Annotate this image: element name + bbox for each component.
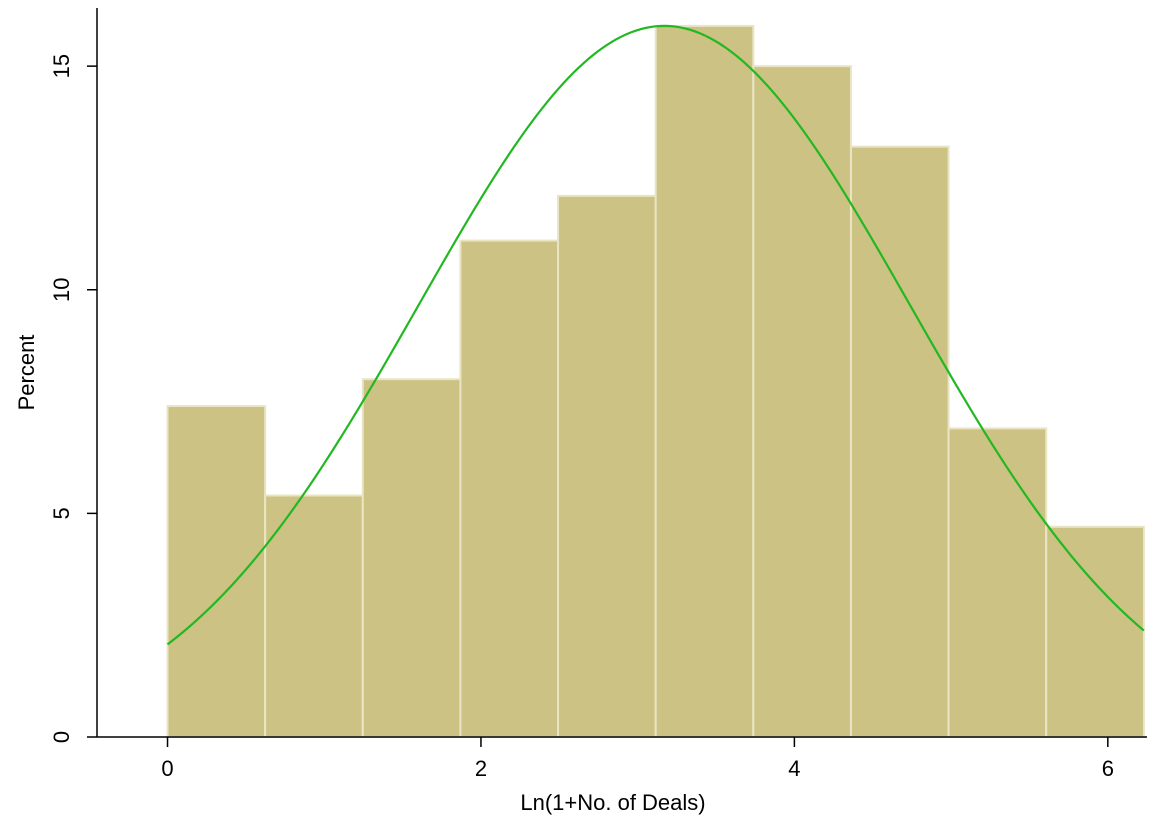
histogram-bar [557, 194, 657, 738]
histogram-bar [947, 427, 1048, 738]
normal-density-curve [166, 24, 1145, 646]
histogram-bar [459, 239, 560, 738]
bars-group [166, 24, 1145, 738]
histogram-bar [752, 65, 852, 738]
histogram-bar [1045, 525, 1145, 738]
x-tick-label: 6 [1102, 756, 1114, 781]
y-tick-label: 15 [49, 54, 74, 78]
x-ticks-group: 0 2 4 6 [161, 737, 1114, 781]
x-axis-title: Ln(1+No. of Deals) [520, 790, 705, 815]
x-tick-label: 0 [161, 756, 173, 781]
y-tick-label: 5 [49, 507, 74, 519]
histogram-bar [166, 405, 267, 738]
y-axis-title: Percent [14, 335, 39, 411]
histogram-bar [264, 494, 364, 738]
curve-group [166, 24, 1145, 646]
y-tick-label: 10 [49, 278, 74, 302]
histogram-bar [849, 145, 950, 738]
y-ticks-group: 0 5 10 15 [49, 54, 97, 743]
histogram-bar [654, 24, 755, 738]
y-tick-label: 0 [49, 731, 74, 743]
histogram-bar [361, 378, 462, 738]
x-tick-label: 2 [475, 756, 487, 781]
x-tick-label: 4 [788, 756, 800, 781]
